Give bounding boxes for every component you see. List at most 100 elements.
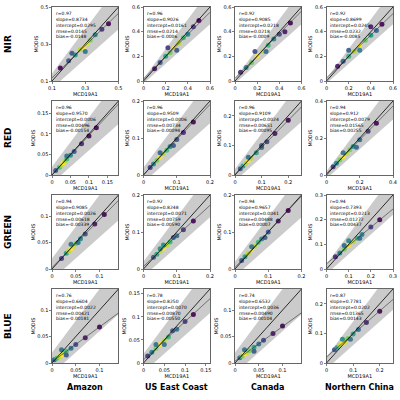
svg-text:0: 0 (233, 273, 236, 279)
svg-text:0: 0 (233, 179, 236, 185)
svg-text:0: 0 (325, 179, 328, 185)
svg-text:0.1: 0.1 (132, 229, 140, 235)
svg-text:0.1: 0.1 (40, 78, 48, 84)
svg-text:0: 0 (325, 273, 328, 279)
svg-text:MCD19A1: MCD19A1 (164, 279, 189, 285)
svg-text:0.4: 0.4 (367, 85, 375, 91)
svg-text:0.05: 0.05 (253, 367, 264, 373)
svg-text:MODIS: MODIS (216, 36, 222, 53)
svg-text:0.05: 0.05 (159, 367, 170, 373)
svg-text:0.1: 0.1 (345, 273, 353, 279)
svg-text:0.15: 0.15 (129, 290, 140, 296)
svg-text:r=0.96slope=0.9109intercept=0.: r=0.96slope=0.9109intercept=0.0024rmse=0… (239, 105, 279, 133)
svg-text:r=0.74slope=0.6532intercept=0.: r=0.74slope=0.6532intercept=0.0036rmse=0… (239, 293, 279, 321)
svg-text:0.1: 0.1 (173, 179, 181, 185)
svg-text:0.15: 0.15 (102, 179, 113, 185)
svg-text:MCD19A1: MCD19A1 (256, 91, 281, 97)
svg-text:0: 0 (137, 78, 140, 84)
svg-text:MODIS: MODIS (216, 130, 222, 147)
svg-text:MCD19A1: MCD19A1 (256, 279, 281, 285)
svg-text:r=0.96slope=0.9509intercept=0.: r=0.96slope=0.9509intercept=0.0006rmse=0… (147, 105, 187, 133)
svg-text:0.4: 0.4 (275, 85, 283, 91)
svg-text:MODIS: MODIS (30, 130, 36, 147)
svg-text:0.2: 0.2 (132, 192, 140, 198)
svg-text:US East Coast: US East Coast (145, 383, 208, 392)
svg-text:0.2: 0.2 (206, 273, 214, 279)
svg-text:RED: RED (3, 127, 13, 148)
svg-text:MCD19A1: MCD19A1 (73, 185, 98, 191)
svg-text:MCD19A1: MCD19A1 (347, 91, 372, 97)
svg-text:0.1: 0.1 (349, 367, 357, 373)
svg-text:0.3: 0.3 (81, 85, 89, 91)
svg-text:0: 0 (137, 172, 140, 178)
svg-text:0.2: 0.2 (223, 113, 231, 119)
svg-text:0.1: 0.1 (173, 273, 181, 279)
svg-text:0.1: 0.1 (315, 330, 323, 336)
svg-text:0.05: 0.05 (37, 151, 48, 157)
svg-text:0.4: 0.4 (132, 28, 140, 34)
svg-text:0.05: 0.05 (65, 179, 76, 185)
svg-text:BLUE: BLUE (3, 313, 13, 339)
svg-text:r=0.78slope=0.8250intercept=0.: r=0.78slope=0.8250intercept=0.0070rmse=0… (147, 293, 187, 321)
svg-text:0: 0 (233, 367, 236, 373)
svg-text:0.1: 0.1 (40, 307, 48, 313)
svg-text:r=0.92slope=0.9085intercept=0.: r=0.92slope=0.9085intercept=0.0218rmse=0… (239, 11, 279, 39)
svg-text:Amazon: Amazon (67, 383, 103, 392)
svg-text:MCD19A1: MCD19A1 (347, 185, 372, 191)
svg-text:MCD19A1: MCD19A1 (73, 373, 98, 379)
svg-text:0.1: 0.1 (264, 273, 272, 279)
svg-text:0.1: 0.1 (40, 213, 48, 219)
svg-text:0.2: 0.2 (315, 135, 323, 141)
svg-text:0: 0 (228, 172, 231, 178)
svg-text:MODIS: MODIS (124, 130, 130, 147)
svg-text:0.4: 0.4 (315, 98, 323, 104)
svg-text:r=0.94slope=0.7393intercept=0.: r=0.94slope=0.7393intercept=0.0213rmse=0… (330, 199, 370, 227)
svg-text:0: 0 (50, 179, 53, 185)
svg-text:MCD19A1: MCD19A1 (164, 185, 189, 191)
svg-text:0: 0 (50, 367, 53, 373)
svg-text:0.2: 0.2 (315, 53, 323, 59)
svg-text:0.2: 0.2 (253, 85, 261, 91)
svg-text:0: 0 (320, 78, 323, 84)
svg-text:0.2: 0.2 (298, 273, 306, 279)
svg-text:0.6: 0.6 (389, 85, 397, 91)
svg-text:0: 0 (142, 179, 145, 185)
svg-text:Northern China: Northern China (325, 383, 394, 392)
svg-text:0.1: 0.1 (48, 85, 56, 91)
svg-text:0: 0 (142, 273, 145, 279)
svg-text:MCD19A1: MCD19A1 (347, 279, 372, 285)
svg-text:r=0.96slope=0.9026intercept=0.: r=0.96slope=0.9026intercept=0.0161rmse=0… (147, 11, 187, 39)
svg-text:MODIS: MODIS (124, 224, 130, 241)
svg-text:r=0.97slope=0.8734intercept=0.: r=0.97slope=0.8734intercept=0.0295rmse=0… (56, 11, 96, 39)
svg-text:0.5: 0.5 (115, 85, 123, 91)
svg-text:0.3: 0.3 (40, 41, 48, 47)
svg-text:0: 0 (50, 273, 53, 279)
svg-text:0: 0 (320, 360, 323, 366)
svg-text:0.05: 0.05 (129, 337, 140, 343)
svg-text:0.4: 0.4 (389, 179, 397, 185)
svg-text:Canada: Canada (251, 383, 285, 392)
svg-text:MCD19A1: MCD19A1 (73, 91, 98, 97)
svg-text:0.2: 0.2 (284, 179, 292, 185)
svg-text:MODIS: MODIS (307, 318, 313, 335)
svg-text:MCD19A1: MCD19A1 (256, 373, 281, 379)
svg-text:MODIS: MODIS (213, 318, 219, 335)
svg-text:MODIS: MODIS (124, 36, 130, 53)
svg-text:0.4: 0.4 (315, 28, 323, 34)
svg-text:0.2: 0.2 (162, 85, 170, 91)
svg-text:0: 0 (137, 360, 140, 366)
svg-text:0.4: 0.4 (223, 28, 231, 34)
svg-text:0: 0 (45, 266, 48, 272)
svg-text:0: 0 (228, 266, 231, 272)
svg-text:MODIS: MODIS (307, 130, 313, 147)
svg-text:r=0.92slope=0.8248intercept=0.: r=0.92slope=0.8248intercept=0.0071rmse=0… (147, 199, 187, 227)
svg-text:0: 0 (45, 172, 48, 178)
svg-text:0.4: 0.4 (184, 85, 192, 91)
svg-text:r=0.76slope=0.6604intercept=0.: r=0.76slope=0.6604intercept=0.0022rmse=0… (56, 293, 96, 321)
svg-text:MCD19A1: MCD19A1 (164, 373, 189, 379)
svg-text:MCD19A1: MCD19A1 (164, 91, 189, 97)
svg-text:0.2: 0.2 (132, 53, 140, 59)
svg-text:0.2: 0.2 (315, 216, 323, 222)
svg-text:0: 0 (233, 85, 236, 91)
svg-text:0.1: 0.1 (223, 307, 231, 313)
